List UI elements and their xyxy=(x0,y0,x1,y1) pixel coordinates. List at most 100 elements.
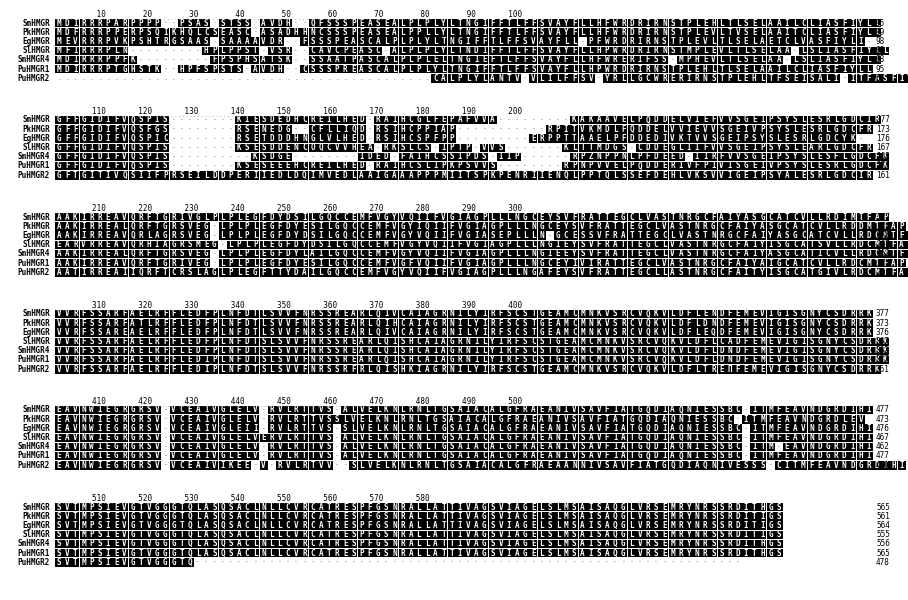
Text: T: T xyxy=(621,268,626,277)
Text: R: R xyxy=(637,46,642,55)
Bar xyxy=(464,338,472,346)
Text: V: V xyxy=(147,558,152,566)
Bar xyxy=(856,347,864,355)
Bar xyxy=(824,310,832,319)
Bar xyxy=(350,65,358,73)
Bar xyxy=(701,213,709,221)
Bar xyxy=(358,37,366,46)
Text: A: A xyxy=(744,240,748,249)
Bar xyxy=(350,319,358,328)
Bar xyxy=(709,268,717,277)
Bar xyxy=(431,347,439,355)
Text: G: G xyxy=(163,521,168,530)
Text: F: F xyxy=(384,231,389,240)
Bar xyxy=(456,162,464,170)
Bar xyxy=(268,232,276,240)
Bar xyxy=(636,406,644,415)
Bar xyxy=(194,241,202,249)
Text: L: L xyxy=(221,221,225,230)
Bar xyxy=(382,503,390,511)
Text: F: F xyxy=(319,125,323,134)
Bar xyxy=(366,549,374,557)
Text: L: L xyxy=(449,19,454,28)
Text: S: S xyxy=(311,37,315,46)
Bar xyxy=(88,47,95,55)
Bar xyxy=(268,47,276,55)
Bar xyxy=(758,28,766,37)
Text: L: L xyxy=(417,539,421,548)
Bar xyxy=(80,328,87,337)
Text: -: - xyxy=(294,127,298,131)
Text: A: A xyxy=(482,415,487,424)
Bar xyxy=(562,241,570,249)
Text: F: F xyxy=(776,74,781,83)
Bar xyxy=(873,347,881,355)
Text: I: I xyxy=(752,240,756,249)
Bar xyxy=(766,125,775,134)
Bar xyxy=(619,503,627,511)
Bar xyxy=(431,512,439,521)
Text: C: C xyxy=(858,259,863,268)
Bar xyxy=(807,56,815,64)
Text: D: D xyxy=(97,143,103,152)
Text: L: L xyxy=(123,221,127,230)
Text: T: T xyxy=(180,558,184,566)
Bar xyxy=(301,443,309,451)
Text: T: T xyxy=(302,433,307,442)
Bar xyxy=(472,268,480,277)
Text: L: L xyxy=(327,221,331,230)
Bar xyxy=(268,125,276,134)
Text: L: L xyxy=(883,46,887,55)
Bar xyxy=(799,47,807,55)
Bar xyxy=(366,153,374,161)
Bar xyxy=(153,415,162,424)
Bar xyxy=(153,512,162,521)
Text: C: C xyxy=(180,451,184,461)
Bar xyxy=(668,406,676,415)
Bar xyxy=(374,250,382,258)
Text: EgHMGR: EgHMGR xyxy=(23,328,50,337)
Bar xyxy=(775,503,783,511)
Bar xyxy=(341,213,350,221)
Text: L: L xyxy=(498,424,503,433)
Text: W: W xyxy=(613,28,617,37)
Bar xyxy=(766,319,775,328)
Bar xyxy=(309,461,317,470)
Bar xyxy=(783,415,791,424)
Text: G: G xyxy=(155,530,160,539)
Text: S: S xyxy=(278,55,282,64)
Bar xyxy=(750,406,758,415)
Text: R: R xyxy=(89,212,94,221)
Bar xyxy=(644,347,652,355)
Bar xyxy=(153,434,162,442)
Text: S: S xyxy=(482,152,487,161)
Bar xyxy=(587,434,595,442)
Text: Q: Q xyxy=(646,406,650,415)
Text: D: D xyxy=(735,503,740,511)
Bar xyxy=(252,47,260,55)
Bar xyxy=(636,530,644,539)
Text: R: R xyxy=(237,134,242,143)
Text: D: D xyxy=(360,115,364,124)
Text: T: T xyxy=(441,512,446,521)
Bar xyxy=(153,338,162,346)
Bar xyxy=(358,319,366,328)
Text: R: R xyxy=(97,46,103,55)
Bar xyxy=(538,259,546,268)
Text: W: W xyxy=(89,424,94,433)
Bar xyxy=(407,143,415,152)
Bar xyxy=(374,415,382,424)
Text: T: T xyxy=(311,433,315,442)
Bar xyxy=(554,424,562,433)
Bar xyxy=(611,406,619,415)
Text: .: . xyxy=(188,76,192,81)
Bar xyxy=(799,116,807,124)
Text: F: F xyxy=(73,143,78,152)
Text: F: F xyxy=(302,346,307,355)
Bar xyxy=(758,47,766,55)
Bar xyxy=(636,549,644,557)
Bar xyxy=(587,268,595,277)
Bar xyxy=(701,74,709,83)
Bar xyxy=(431,434,439,442)
Bar xyxy=(456,415,464,424)
